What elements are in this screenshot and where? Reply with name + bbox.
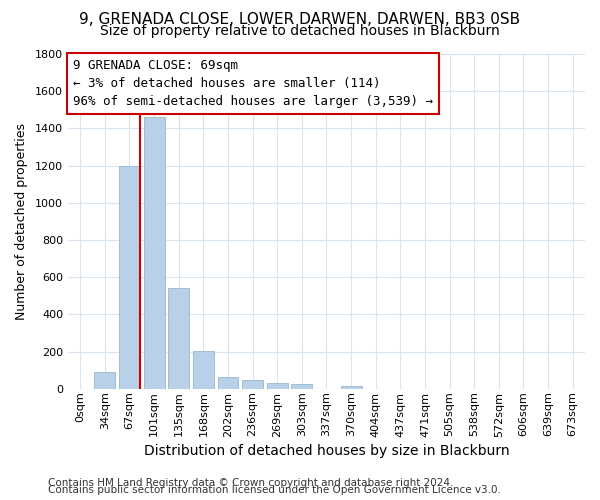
Bar (242, 380, 263, 389)
Bar (119, 166, 140, 389)
Bar (267, 382, 287, 389)
Bar (168, 288, 189, 389)
Text: Size of property relative to detached houses in Blackburn: Size of property relative to detached ho… (100, 24, 500, 38)
Text: 9, GRENADA CLOSE, LOWER DARWEN, DARWEN, BB3 0SB: 9, GRENADA CLOSE, LOWER DARWEN, DARWEN, … (79, 12, 521, 28)
X-axis label: Distribution of detached houses by size in Blackburn: Distribution of detached houses by size … (143, 444, 509, 458)
Bar (193, 350, 214, 389)
Bar (94, 372, 115, 389)
Bar (292, 384, 313, 389)
Y-axis label: Number of detached properties: Number of detached properties (15, 123, 28, 320)
Bar (143, 117, 164, 389)
Bar (218, 376, 238, 389)
Text: 9 GRENADA CLOSE: 69sqm
← 3% of detached houses are smaller (114)
96% of semi-det: 9 GRENADA CLOSE: 69sqm ← 3% of detached … (73, 59, 433, 108)
Text: Contains public sector information licensed under the Open Government Licence v3: Contains public sector information licen… (48, 485, 501, 495)
Bar (341, 386, 362, 389)
Text: Contains HM Land Registry data © Crown copyright and database right 2024.: Contains HM Land Registry data © Crown c… (48, 478, 454, 488)
